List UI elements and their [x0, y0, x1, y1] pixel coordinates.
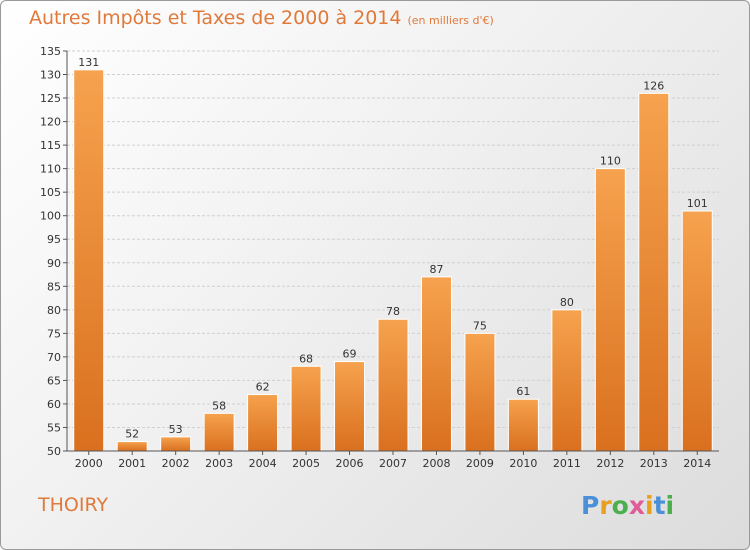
y-tick-label: 75	[47, 327, 61, 340]
x-tick-label: 2007	[379, 457, 407, 470]
x-tick-label: 2009	[466, 457, 494, 470]
bar	[203, 412, 235, 452]
logo-letter: i	[665, 491, 675, 520]
bar	[420, 276, 452, 452]
bar	[334, 361, 366, 452]
bar-value-label: 61	[516, 385, 530, 398]
bar-value-label: 78	[386, 305, 400, 318]
y-tick-label: 135	[40, 45, 61, 58]
x-tick-label: 2002	[162, 457, 190, 470]
bar-value-label: 58	[212, 399, 226, 412]
bar	[247, 394, 279, 452]
bar	[594, 168, 626, 452]
x-tick-label: 2011	[553, 457, 581, 470]
logo-letter: t	[653, 491, 666, 520]
bar-value-label: 53	[169, 423, 183, 436]
y-tick-label: 50	[47, 445, 61, 458]
y-tick-label: 95	[47, 233, 61, 246]
bar	[116, 441, 148, 452]
x-tick-label: 2013	[640, 457, 668, 470]
bar-value-label: 126	[643, 79, 664, 92]
y-tick-label: 80	[47, 304, 61, 317]
y-tick-label: 55	[47, 421, 61, 434]
x-tick-label: 2005	[292, 457, 320, 470]
x-tick-label: 2004	[249, 457, 277, 470]
y-tick-label: 110	[40, 163, 61, 176]
title-text: Autres Impôts et Taxes de 2000 à 2014	[29, 7, 402, 29]
title-unit: (en milliers d'€)	[407, 14, 494, 27]
y-tick-label: 115	[40, 139, 61, 152]
y-tick-label: 70	[47, 351, 61, 364]
bar	[73, 69, 105, 452]
bar	[160, 436, 192, 452]
x-tick-label: 2014	[683, 457, 711, 470]
x-tick-label: 2001	[118, 457, 146, 470]
proxiti-logo: Proxiti	[581, 491, 674, 520]
logo-letter: x	[628, 491, 645, 520]
bar-value-label: 52	[125, 428, 139, 441]
logo-letter: r	[599, 491, 612, 520]
y-tick-label: 90	[47, 257, 61, 270]
bar	[551, 309, 583, 452]
bar	[290, 365, 322, 452]
x-tick-label: 2006	[336, 457, 364, 470]
bar	[507, 398, 539, 452]
y-tick-label: 105	[40, 186, 61, 199]
x-tick-label: 2010	[509, 457, 537, 470]
y-tick-label: 100	[40, 210, 61, 223]
y-tick-label: 60	[47, 398, 61, 411]
logo-letter: i	[645, 491, 654, 520]
bar	[464, 332, 496, 452]
y-tick-label: 125	[40, 92, 61, 105]
logo-letter: P	[581, 491, 600, 520]
chart-title: Autres Impôts et Taxes de 2000 à 2014 (en…	[29, 7, 494, 29]
bar	[681, 210, 713, 452]
x-tick-label: 2003	[205, 457, 233, 470]
bar-value-label: 87	[429, 263, 443, 276]
x-tick-label: 2012	[596, 457, 624, 470]
commune-name: THOIRY	[38, 494, 109, 516]
x-tick-label: 2000	[75, 457, 103, 470]
bar-value-label: 131	[78, 56, 99, 69]
bar-value-label: 68	[299, 352, 313, 365]
logo-letter: o	[611, 491, 629, 520]
x-tick-label: 2008	[422, 457, 450, 470]
bar-value-label: 69	[343, 348, 357, 361]
y-tick-label: 130	[40, 69, 61, 82]
bar-value-label: 110	[600, 155, 621, 168]
bar-value-label: 62	[256, 381, 270, 394]
y-tick-label: 120	[40, 116, 61, 129]
y-tick-label: 65	[47, 374, 61, 387]
bar-value-label: 75	[473, 319, 487, 332]
bar	[638, 92, 670, 452]
y-tick-label: 85	[47, 280, 61, 293]
bar-value-label: 101	[687, 197, 708, 210]
bar	[377, 318, 409, 452]
bar-value-label: 80	[560, 296, 574, 309]
